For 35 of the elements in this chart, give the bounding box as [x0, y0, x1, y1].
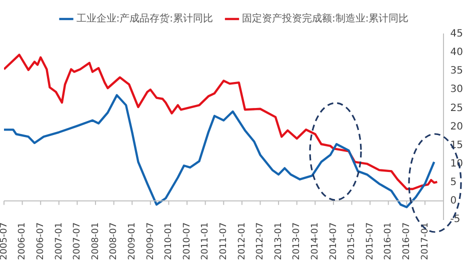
- y-tick-label: 25: [450, 102, 464, 114]
- x-tick-label: 2017-01: [420, 222, 430, 260]
- x-tick-label: 2012-01: [237, 222, 248, 260]
- legend-label: 固定资产投资完成额:制造业:累计同比: [242, 12, 409, 25]
- x-tick-label: 2014-01: [310, 222, 320, 260]
- y-tick-label: 20: [450, 121, 464, 132]
- y-tick-label: 45: [450, 28, 464, 40]
- x-tick-label: 2011-07: [218, 222, 229, 260]
- x-tick-label: 2015-07: [365, 222, 376, 260]
- x-tick-label: 2011-01: [200, 222, 211, 260]
- x-tick-label: 2010-07: [182, 222, 192, 260]
- legend-label: 工业企业:产成品存货:累计同比: [76, 12, 214, 25]
- y-tick-label: 30: [450, 84, 464, 96]
- x-tick-label: 2010-01: [164, 222, 174, 260]
- y-tick-label: -5: [450, 214, 460, 225]
- y-tick-label: 40: [450, 47, 464, 58]
- x-tick-label: 2012-07: [256, 222, 266, 260]
- x-tick-label: 2016-01: [384, 222, 394, 260]
- x-tick-label: 2009-07: [146, 222, 156, 260]
- x-tick-label: 2013-01: [274, 222, 284, 260]
- x-tick-label: 2006-01: [18, 222, 28, 260]
- x-tick-label: 2015-01: [347, 222, 358, 260]
- y-tick-label: 35: [450, 66, 464, 77]
- y-tick-label: 0: [450, 195, 457, 206]
- x-tick-label: 2014-07: [328, 222, 339, 260]
- x-tick-label: 2013-07: [292, 222, 302, 260]
- x-tick-label: 2006-07: [36, 222, 46, 260]
- x-tick-label: 2008-07: [109, 222, 120, 260]
- x-tick-label: 2007-01: [54, 222, 64, 260]
- x-tick-label: 2008-01: [90, 222, 101, 260]
- x-tick-label: 2009-01: [127, 222, 138, 260]
- x-tick-label: 2016-07: [402, 222, 412, 260]
- x-tick-label: 2007-07: [72, 222, 83, 260]
- y-tick-label: 5: [450, 176, 457, 188]
- x-tick-label: 2005-07: [0, 222, 10, 260]
